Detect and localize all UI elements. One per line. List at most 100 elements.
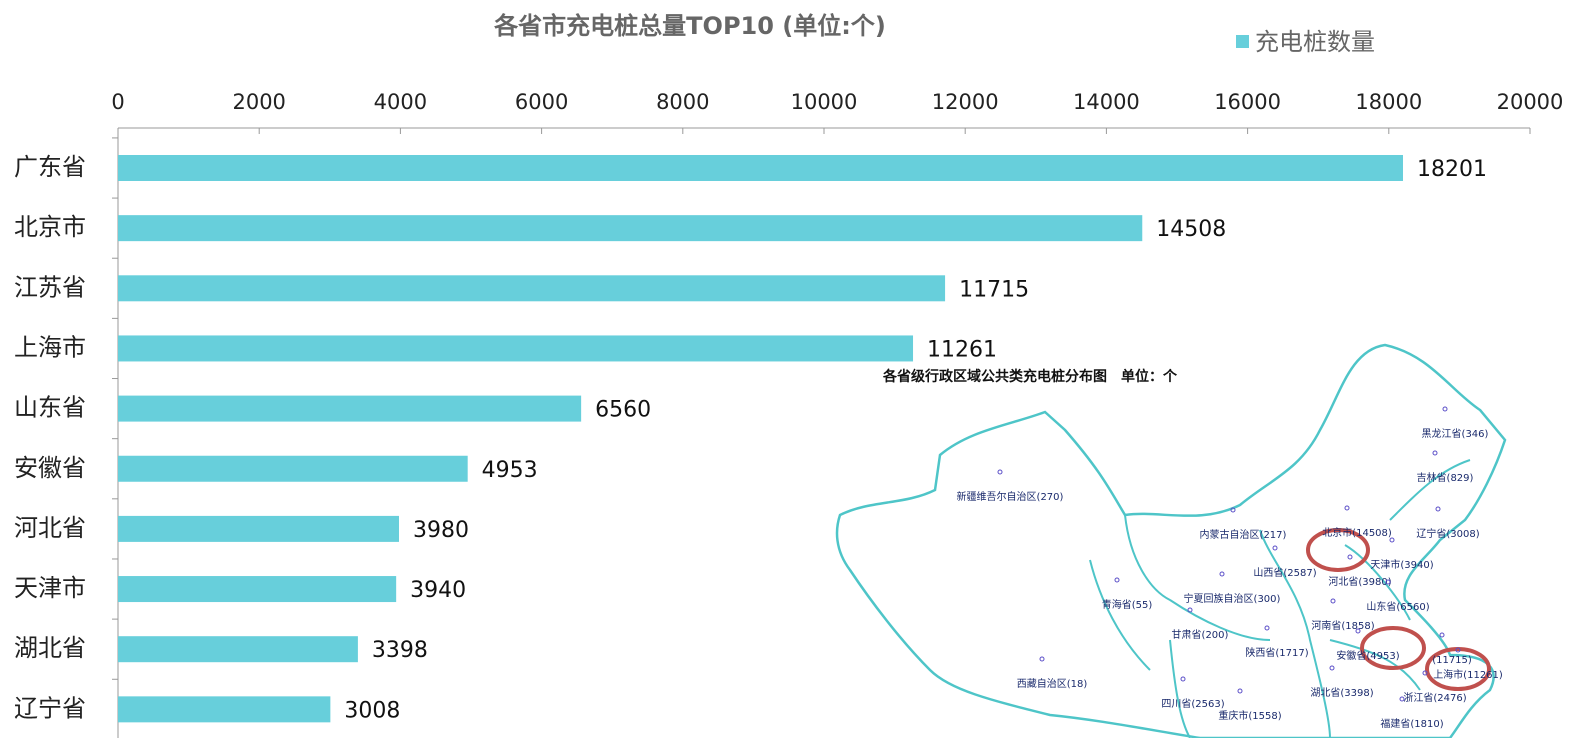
map-dot	[1180, 676, 1186, 682]
bar	[118, 215, 1143, 242]
data-label: 11261	[927, 337, 997, 362]
map-dot	[1187, 607, 1193, 613]
map-label: 上海市(11261)	[1433, 668, 1503, 681]
map-label: 天津市(3940)	[1370, 558, 1433, 571]
map-dot	[1219, 571, 1225, 577]
data-label: 11715	[959, 277, 1029, 302]
y-tick-label: 辽宁省	[14, 694, 86, 722]
x-tick-label: 2000	[232, 90, 285, 114]
map-dot	[1442, 406, 1448, 412]
map-label: 青海省(55)	[1102, 598, 1153, 611]
bar	[118, 155, 1403, 181]
highlight-circle	[1360, 626, 1426, 670]
map-dot	[1455, 647, 1461, 653]
data-label: 6560	[595, 398, 651, 423]
chart-title: 各省市充电桩总量TOP10 (单位:个)	[493, 12, 886, 40]
map-dot	[1422, 670, 1428, 676]
map-label: 四川省(2563)	[1161, 697, 1224, 710]
y-tick-label: 山东省	[14, 394, 86, 422]
map-label: (11715)	[1432, 655, 1472, 666]
map-dot	[1399, 696, 1405, 702]
map-dot	[1347, 554, 1353, 560]
map-label: 重庆市(1558)	[1218, 709, 1281, 722]
x-tick-label: 10000	[791, 90, 858, 114]
data-label: 3940	[410, 578, 466, 603]
map-label: 宁夏回族自治区(300)	[1184, 592, 1281, 605]
bar	[118, 335, 914, 362]
map-label: 内蒙古自治区(217)	[1200, 528, 1287, 541]
map-label: 北京市(14508)	[1322, 526, 1392, 539]
map-label: 河北省(3980)	[1328, 575, 1391, 588]
map-dot	[1432, 450, 1438, 456]
data-label: 18201	[1417, 157, 1487, 182]
map-dot	[1435, 506, 1441, 512]
x-tick-label: 6000	[515, 90, 568, 114]
map-label: 山东省(6560)	[1366, 600, 1429, 613]
map-dot	[1330, 598, 1336, 604]
map-label: 新疆维吾尔自治区(270)	[957, 490, 1064, 503]
bar	[118, 275, 946, 302]
map-label: 西藏自治区(18)	[1017, 677, 1088, 690]
y-tick-label: 北京市	[14, 213, 86, 241]
y-tick-label: 江苏省	[14, 273, 86, 301]
highlight-circle	[1306, 528, 1370, 572]
map-label: 陕西省(1717)	[1245, 646, 1308, 659]
map-dot	[1230, 507, 1236, 513]
x-tick-label: 14000	[1073, 90, 1140, 114]
map-label: 辽宁省(3008)	[1416, 527, 1479, 540]
data-label: 4953	[482, 458, 538, 483]
map-borders	[1089, 459, 1471, 739]
map-label: 安徽省(4953)	[1336, 649, 1399, 662]
bar	[118, 395, 582, 422]
x-tick-label: 0	[111, 90, 124, 114]
y-tick-label: 河北省	[14, 514, 86, 542]
bars	[118, 155, 1403, 723]
legend-swatch	[1236, 35, 1249, 48]
map-dot	[1389, 537, 1395, 543]
map-dot	[1355, 628, 1361, 634]
y-tick-label: 安徽省	[14, 454, 86, 482]
map-label: 福建省(1810)	[1380, 717, 1443, 730]
x-tick-label: 8000	[656, 90, 709, 114]
bar	[118, 696, 331, 723]
map-label: 黑龙江省(346)	[1422, 427, 1489, 440]
map-dot	[1039, 656, 1045, 662]
map-dot	[1272, 545, 1278, 551]
y-tick-label: 湖北省	[14, 634, 86, 662]
x-tick-label: 12000	[932, 90, 999, 114]
x-tick-label: 4000	[374, 90, 427, 114]
map-dot	[1344, 505, 1350, 511]
map-label: 湖北省(3398)	[1310, 686, 1373, 699]
y-tick-label: 广东省	[14, 153, 86, 181]
map-label: 吉林省(829)	[1417, 471, 1474, 484]
x-tick-label: 16000	[1214, 90, 1281, 114]
x-tick-label: 20000	[1497, 90, 1564, 114]
data-label: 14508	[1156, 217, 1226, 242]
legend-label: 充电桩数量	[1255, 28, 1375, 56]
map-label: 山西省(2587)	[1253, 566, 1316, 579]
map-outline	[835, 343, 1507, 740]
highlight-circle	[1425, 647, 1491, 691]
bar	[118, 455, 468, 482]
data-label: 3980	[413, 518, 469, 543]
data-label: 3398	[372, 638, 428, 663]
map-dot	[1114, 577, 1120, 583]
bar	[118, 515, 399, 542]
x-tick-label: 18000	[1355, 90, 1422, 114]
bar	[118, 636, 358, 663]
map-dot	[1329, 665, 1335, 671]
y-tick-label: 天津市	[14, 574, 86, 602]
map-label: 甘肃省(200)	[1172, 628, 1229, 641]
map-title: 各省级行政区域公共类充电桩分布图 单位：个	[882, 368, 1178, 385]
map-dot	[1264, 625, 1270, 631]
map-dot	[1237, 688, 1243, 694]
bar	[118, 576, 397, 603]
map-dot	[1439, 632, 1445, 638]
map-dot	[1385, 579, 1391, 585]
map-label: 河南省(1858)	[1311, 619, 1374, 632]
y-tick-label: 上海市	[14, 333, 86, 361]
map-label: 浙江省(2476)	[1403, 691, 1466, 704]
map-dot	[997, 469, 1003, 475]
map: 各省级行政区域公共类充电桩分布图 单位：个 新疆维吾尔自治区(270) 内蒙古自治…	[835, 343, 1507, 740]
